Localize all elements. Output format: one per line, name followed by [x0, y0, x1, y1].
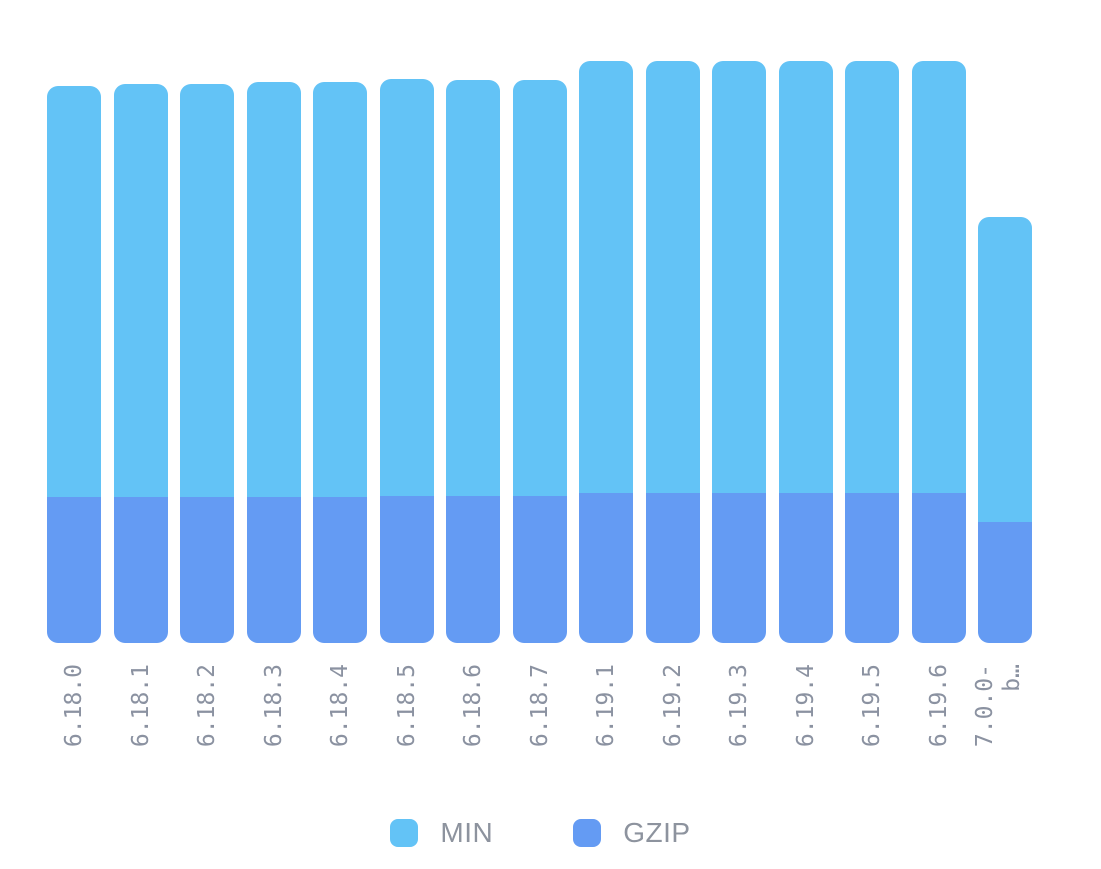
gzip-segment: [911, 493, 966, 643]
x-tick-6-18-6: 6.18.6: [460, 664, 486, 748]
bar-6-19-5[interactable]: [845, 61, 899, 643]
legend-item-gzip: GZIP: [573, 817, 690, 849]
gzip-color-swatch: [573, 819, 602, 847]
gzip-segment: [113, 497, 168, 643]
bar-6-19-6[interactable]: [911, 61, 966, 643]
bar-6-18-1[interactable]: [113, 84, 168, 643]
gzip-segment: [778, 493, 833, 643]
x-tick-6-19-6: 6.19.6: [925, 664, 952, 748]
min-segment: [446, 80, 500, 496]
min-segment: [712, 61, 766, 493]
gzip-segment: [712, 493, 766, 643]
x-tick-6-19-5: 6.19.5: [859, 664, 885, 748]
gzip-segment: [379, 496, 434, 643]
x-tick-6-18-1: 6.18.1: [127, 664, 154, 748]
min-segment: [379, 79, 434, 496]
legend-label-gzip: GZIP: [623, 817, 691, 848]
bar-6-18-4[interactable]: [313, 82, 367, 643]
gzip-segment: [645, 493, 700, 643]
x-tick-7-0-0-b: 7.0.0-b…: [972, 664, 1025, 748]
bar-6-19-2[interactable]: [645, 61, 700, 643]
x-tick-6-19-3: 6.19.3: [726, 664, 752, 748]
min-segment: [113, 84, 168, 497]
bar-6-18-2[interactable]: [180, 84, 234, 643]
legend-item-min: MIN: [390, 817, 493, 849]
x-tick-6-18-4: 6.18.4: [327, 664, 353, 748]
bar-6-18-6[interactable]: [446, 80, 500, 643]
gzip-segment: [446, 496, 500, 643]
min-segment: [845, 61, 899, 493]
bar-6-19-3[interactable]: [712, 61, 766, 643]
x-tick-6-18-7: 6.18.7: [526, 664, 553, 748]
gzip-segment: [313, 497, 367, 643]
gzip-segment: [246, 497, 301, 643]
bar-6-18-3[interactable]: [246, 82, 301, 643]
x-tick-6-18-0: 6.18.0: [61, 664, 87, 748]
bar-6-19-4[interactable]: [778, 61, 833, 643]
min-segment: [579, 61, 633, 493]
bar-6-18-5[interactable]: [379, 79, 434, 643]
min-segment: [47, 86, 101, 497]
x-tick-6-19-1: 6.19.1: [593, 664, 619, 748]
gzip-segment: [47, 497, 101, 643]
chart-legend: MIN GZIP: [0, 817, 1091, 849]
gzip-segment: [978, 522, 1032, 643]
min-color-swatch: [390, 819, 419, 847]
x-tick-6-19-4: 6.19.4: [792, 664, 819, 748]
min-segment: [512, 80, 567, 496]
min-segment: [911, 61, 966, 493]
bar-6-19-1[interactable]: [579, 61, 633, 643]
min-segment: [313, 82, 367, 497]
min-segment: [645, 61, 700, 493]
bar-6-18-0[interactable]: [47, 86, 101, 643]
bar-6-18-7[interactable]: [512, 80, 567, 643]
gzip-segment: [579, 493, 633, 643]
min-segment: [246, 82, 301, 497]
bar-7-0-0-b[interactable]: [978, 217, 1032, 643]
gzip-segment: [845, 493, 899, 643]
x-tick-6-18-3: 6.18.3: [260, 664, 287, 748]
gzip-segment: [180, 497, 234, 643]
min-segment: [978, 217, 1032, 522]
x-tick-6-18-5: 6.18.5: [393, 664, 420, 748]
legend-label-min: MIN: [440, 817, 494, 848]
min-segment: [778, 61, 833, 493]
min-segment: [180, 84, 234, 497]
x-tick-6-19-2: 6.19.2: [659, 664, 686, 748]
gzip-segment: [512, 496, 567, 643]
x-tick-6-18-2: 6.18.2: [194, 664, 220, 748]
